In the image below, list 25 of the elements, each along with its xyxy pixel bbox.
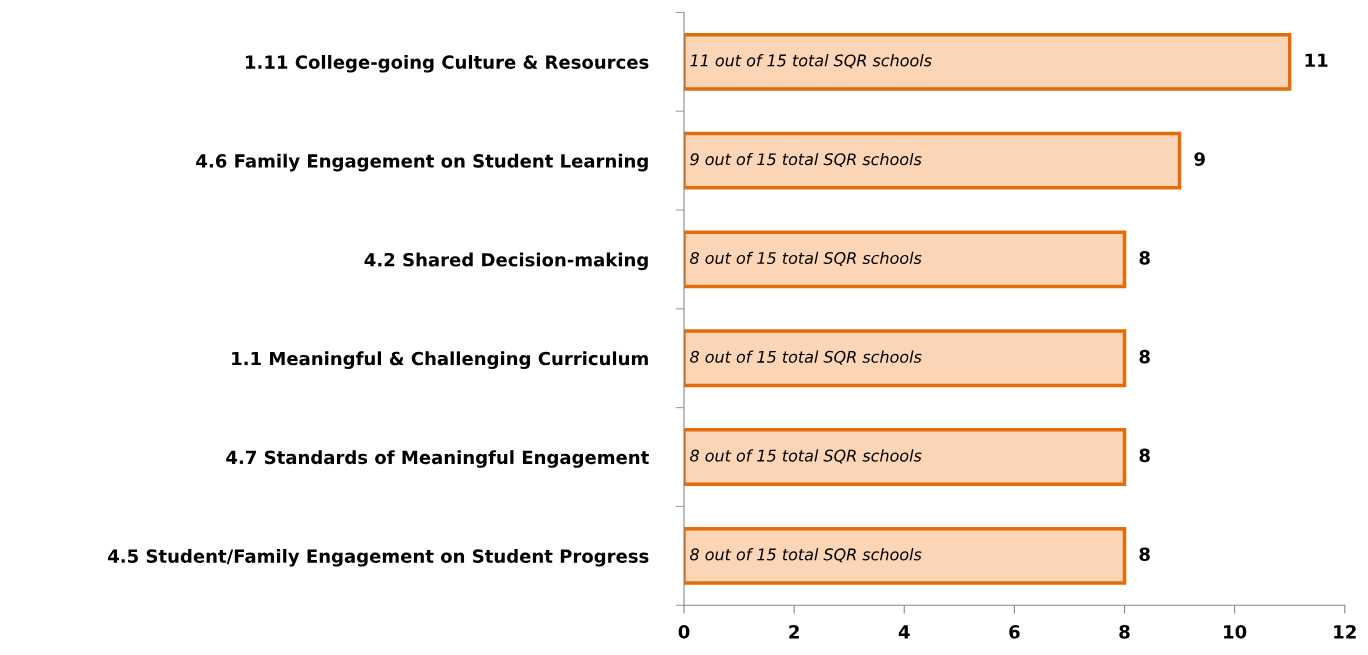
annotation: 8 out of 15 total SQR schools xyxy=(690,251,922,266)
annotation: 8 out of 15 total SQR schools xyxy=(690,548,922,563)
y-tick-label: 4.7 Standards of Meaningful Engagement xyxy=(226,450,649,468)
x-tick-label: 12 xyxy=(1334,624,1356,639)
data-label: 9 xyxy=(1194,152,1205,166)
x-tick-label: 4 xyxy=(898,625,910,639)
y-tick-label: 1.11 College-going Culture & Resources xyxy=(245,54,649,73)
y-tick-label: 4.6 Family Engagement on Student Learning xyxy=(196,153,648,172)
y-tick-label: 4.2 Shared Decision-making xyxy=(364,252,648,271)
data-label: 8 xyxy=(1139,349,1150,364)
data-label: 11 xyxy=(1305,53,1328,67)
y-tick-label: 4.5 Student/Family Engagement on Student Progress xyxy=(108,548,649,567)
data-label: 8 xyxy=(1139,251,1150,265)
y-tick-label: 1.1 Meaningful & Challenging Curriculum xyxy=(232,351,648,369)
x-tick-label: 8 xyxy=(1119,624,1130,639)
annotation: 8 out of 15 total SQR schools xyxy=(690,350,922,365)
annotation: 8 out of 15 total SQR schools xyxy=(690,449,922,464)
x-tick-label: 6 xyxy=(1009,625,1020,639)
annotation: 9 out of 15 total SQR schools xyxy=(690,152,922,168)
data-label: 8 xyxy=(1139,448,1150,463)
x-tick-label: 0 xyxy=(678,624,690,639)
data-label: 8 xyxy=(1139,547,1150,562)
x-tick-label: 10 xyxy=(1224,624,1247,639)
annotation: 11 out of 15 total SQR schools xyxy=(690,54,932,69)
x-tick-label: 2 xyxy=(789,624,799,639)
